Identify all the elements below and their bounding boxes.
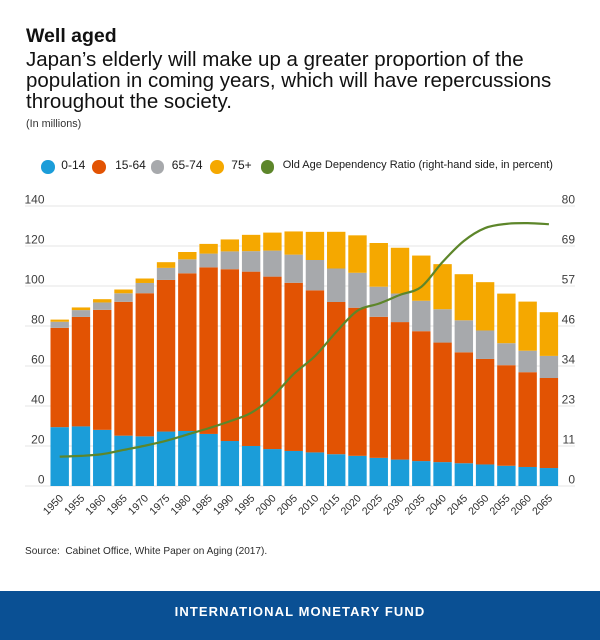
svg-text:1985: 1985 [190,492,215,517]
svg-text:11: 11 [563,433,576,447]
svg-text:0: 0 [568,473,575,487]
svg-text:2060: 2060 [509,492,534,517]
svg-text:140: 140 [24,193,44,207]
svg-text:2005: 2005 [275,492,300,517]
svg-text:34: 34 [562,353,576,367]
svg-text:1980: 1980 [168,492,193,517]
svg-text:2040: 2040 [424,492,449,517]
svg-text:2065: 2065 [530,492,555,517]
svg-text:1970: 1970 [126,492,151,517]
svg-text:1955: 1955 [62,492,87,517]
svg-text:2050: 2050 [466,492,491,517]
svg-text:1975: 1975 [147,492,172,517]
svg-text:80: 80 [562,193,576,207]
svg-text:57: 57 [562,273,576,287]
svg-text:1960: 1960 [83,492,108,517]
svg-text:1990: 1990 [211,492,236,517]
svg-text:100: 100 [24,273,44,287]
svg-text:1950: 1950 [41,492,66,517]
svg-text:2030: 2030 [381,492,406,517]
svg-text:2045: 2045 [445,492,470,517]
svg-text:1995: 1995 [232,492,257,517]
svg-text:120: 120 [24,233,44,247]
svg-text:0: 0 [38,473,45,487]
svg-text:23: 23 [562,393,576,407]
svg-text:2035: 2035 [402,492,427,517]
svg-text:2020: 2020 [339,492,364,517]
svg-text:60: 60 [31,353,45,367]
svg-text:2025: 2025 [360,492,385,517]
svg-text:80: 80 [31,313,45,327]
svg-text:2015: 2015 [317,492,342,517]
svg-text:69: 69 [562,233,576,247]
svg-text:2000: 2000 [254,492,279,517]
svg-text:46: 46 [562,313,576,327]
svg-text:20: 20 [31,433,45,447]
svg-text:1965: 1965 [105,492,130,517]
svg-text:2010: 2010 [296,492,321,517]
svg-text:2055: 2055 [488,492,513,517]
svg-text:40: 40 [31,393,45,407]
